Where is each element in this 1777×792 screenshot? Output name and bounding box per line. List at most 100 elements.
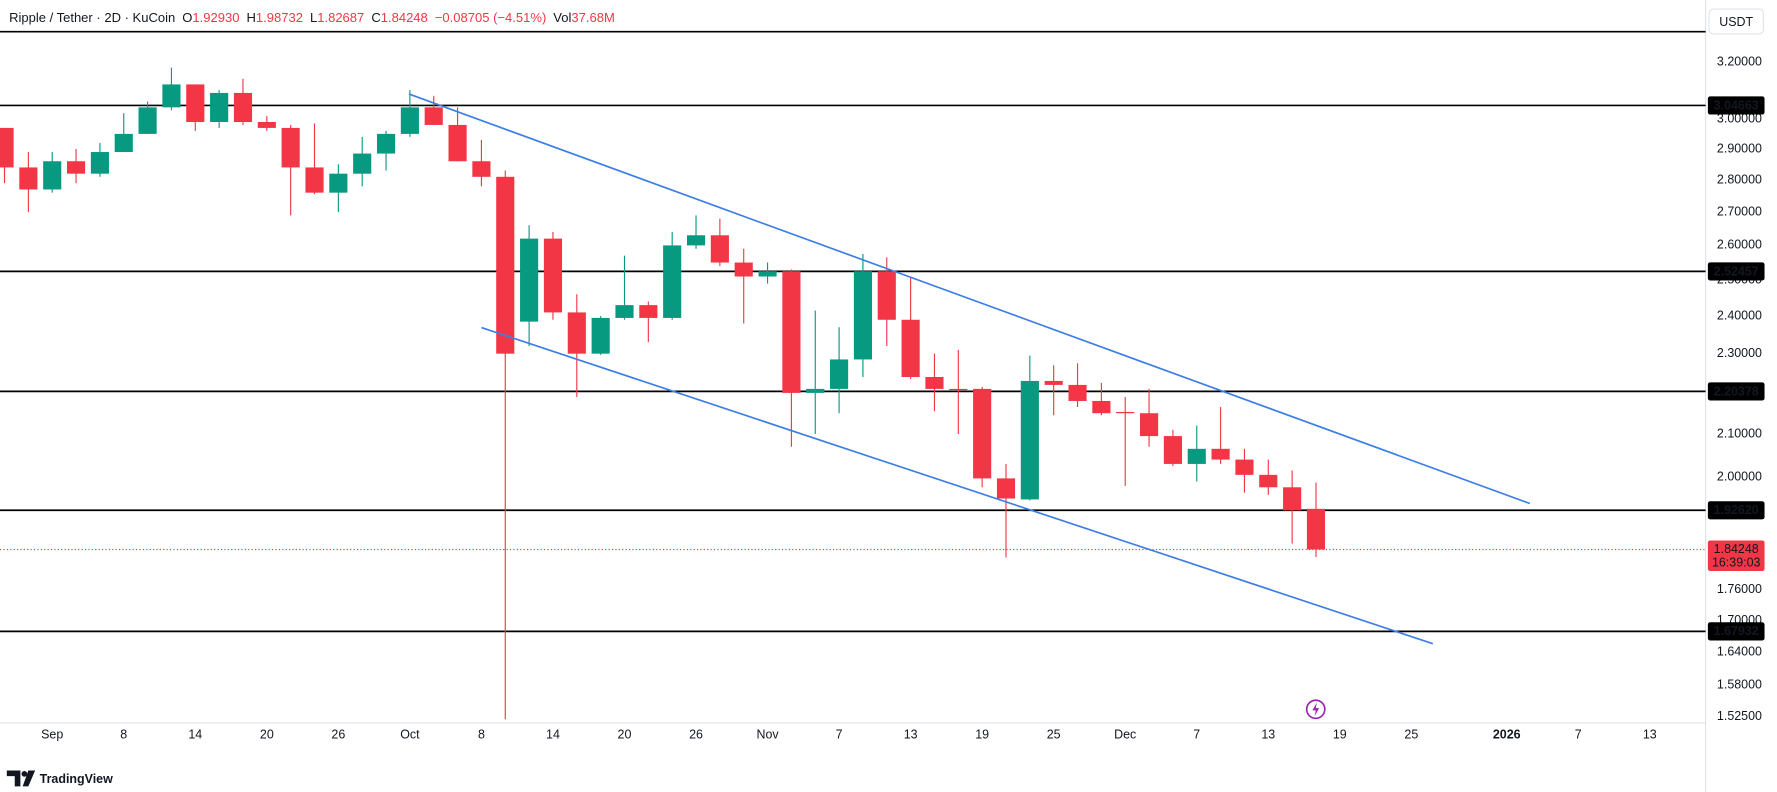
candle-body xyxy=(186,84,205,122)
level-label-box xyxy=(1707,501,1765,520)
candle-body xyxy=(424,107,443,125)
countdown: 16:39:03 xyxy=(1712,555,1761,569)
candle-body xyxy=(90,152,109,174)
volume-key: Vol xyxy=(553,11,571,26)
brand-logo xyxy=(6,770,36,787)
y-tick-label: 2.30000 xyxy=(1717,346,1762,360)
trendline xyxy=(481,326,1434,645)
candle-body xyxy=(1092,400,1111,414)
candle-body xyxy=(901,319,920,377)
y-tick-label: 2.10000 xyxy=(1717,426,1762,440)
candle-body xyxy=(686,235,706,246)
level-label: 3.04663 xyxy=(1714,98,1759,112)
candle-body xyxy=(949,388,968,391)
x-tick-label: 20 xyxy=(260,728,274,742)
last-price-label: 1.84248 xyxy=(1714,542,1759,556)
candle-body xyxy=(114,133,133,153)
x-tick-label: 25 xyxy=(1047,728,1061,742)
candle-body xyxy=(996,478,1016,499)
last-price-box xyxy=(1707,540,1765,572)
y-tick-label: 1.58000 xyxy=(1717,678,1762,692)
alert-icon[interactable] xyxy=(1305,699,1326,720)
candle-body xyxy=(591,317,610,354)
candle-body xyxy=(782,271,801,393)
x-tick-label: 7 xyxy=(836,728,843,742)
candle-body xyxy=(1068,384,1087,401)
candle-body xyxy=(973,388,992,479)
currency[interactable]: USDT xyxy=(1719,15,1753,29)
candle-body xyxy=(281,127,300,168)
candle-body xyxy=(877,271,896,320)
symbol: Ripple / Tether · 2D · KuCoin xyxy=(9,11,175,26)
x-tick-label: 20 xyxy=(618,728,632,742)
candle-body xyxy=(353,153,372,174)
y-tick-label: 2.40000 xyxy=(1717,308,1762,322)
candle-body xyxy=(806,388,825,393)
y-tick-label: 1.76000 xyxy=(1717,582,1762,596)
candle-body xyxy=(496,176,515,354)
legend-value: 1.92930 xyxy=(192,11,239,26)
x-tick-label: Sep xyxy=(41,728,63,742)
candle-body xyxy=(615,305,634,318)
legend-value: 1.82687 xyxy=(317,11,364,26)
candle-body xyxy=(162,84,181,108)
legend-value: 1.84248 xyxy=(381,11,428,26)
legend-key: C xyxy=(371,11,380,26)
level-label-box xyxy=(1707,622,1765,641)
y-tick-label: 2.60000 xyxy=(1717,238,1762,252)
x-tick-label: Oct xyxy=(400,728,420,742)
level-label: 2.20378 xyxy=(1714,384,1759,398)
candle-body xyxy=(19,167,38,190)
x-tick-label: 26 xyxy=(689,728,703,742)
candle-body xyxy=(567,312,586,354)
y-tick-label: 1.64000 xyxy=(1717,645,1762,659)
y-tick-label: 3.00000 xyxy=(1717,111,1762,125)
x-tick-label: 7 xyxy=(1193,728,1200,742)
change: −0.08705 (−4.51%) xyxy=(435,11,546,26)
candle-body xyxy=(639,305,658,318)
candle-body xyxy=(1044,380,1063,385)
candle-body xyxy=(400,107,419,134)
level-label-box xyxy=(1707,262,1765,281)
x-tick-label: 13 xyxy=(904,728,918,742)
candle-body xyxy=(1235,459,1254,475)
candle-body xyxy=(710,235,729,263)
candle-body xyxy=(257,121,276,128)
y-tick-label: 2.70000 xyxy=(1717,204,1762,218)
x-tick-label: 14 xyxy=(546,728,560,742)
level-label: 2.52457 xyxy=(1714,264,1759,278)
candle-body xyxy=(734,262,753,277)
x-tick-label: 25 xyxy=(1404,728,1418,742)
currency-box[interactable] xyxy=(1708,8,1764,35)
x-tick-label: 2026 xyxy=(1493,728,1521,742)
brand: TradingView xyxy=(40,772,113,786)
x-tick-label: Nov xyxy=(756,728,779,742)
candle-body xyxy=(1163,436,1182,464)
x-tick-label: 19 xyxy=(975,728,989,742)
volume: 37.68M xyxy=(571,11,614,26)
legend-value: 1.98732 xyxy=(256,11,303,26)
candle-body xyxy=(43,161,62,190)
y-tick-label: 2.80000 xyxy=(1717,172,1762,186)
trendline xyxy=(408,93,1531,505)
candle-body xyxy=(210,92,229,122)
candle-body xyxy=(1020,380,1039,500)
candle-body xyxy=(1139,413,1159,437)
x-tick-label: 13 xyxy=(1643,728,1657,742)
candle-body xyxy=(830,359,849,389)
candle-body xyxy=(376,133,396,154)
x-tick-label: 13 xyxy=(1261,728,1275,742)
candle-body xyxy=(1187,448,1206,464)
candle-body xyxy=(305,167,324,193)
candle-body xyxy=(472,161,491,177)
candle-body xyxy=(758,271,777,277)
y-tick-label: 2.00000 xyxy=(1717,469,1762,483)
candle-body xyxy=(1306,508,1326,550)
x-tick-label: 26 xyxy=(331,728,345,742)
level-label-box xyxy=(1707,96,1765,115)
legend-key: O xyxy=(182,11,192,26)
candle-body xyxy=(853,271,872,360)
candle-body xyxy=(329,173,348,193)
